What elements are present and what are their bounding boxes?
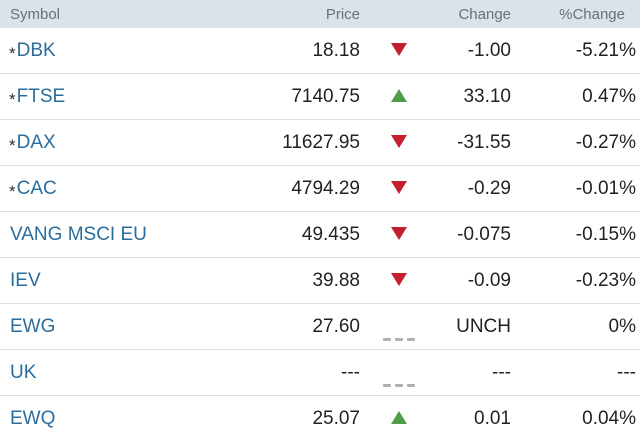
symbol-link[interactable]: IEV [10, 269, 41, 291]
pct-change-cell: -0.23% [575, 269, 636, 291]
symbol-link[interactable]: FTSE [16, 85, 66, 107]
price-cell: 4794.29 [291, 177, 360, 199]
symbol-link[interactable]: VANG MSCI EU [10, 223, 147, 245]
quote-table-body: *DBK 18.18 -1.00 -5.21% *FTSE 7140.75 33… [0, 28, 640, 442]
column-header-symbol: Symbol [10, 5, 61, 23]
dash [394, 383, 403, 387]
price-cell: 49.435 [301, 223, 360, 245]
direction-cell [365, 28, 432, 73]
price-cell: --- [341, 361, 360, 383]
triangle-shape [390, 134, 407, 148]
symbol-cell: *DBK [0, 40, 262, 62]
pct-change-cell: 0% [608, 315, 636, 337]
triangle-shape [390, 42, 407, 56]
direction-cell [365, 212, 432, 257]
pct-change-cell: -0.01% [575, 177, 636, 199]
table-row[interactable]: IEV 39.88 -0.09 -0.23% [0, 258, 640, 304]
price-cell: 25.07 [312, 408, 360, 429]
column-header-price: Price [325, 5, 360, 23]
price-cell: 18.18 [312, 39, 360, 61]
change-cell: -1.00 [467, 39, 511, 61]
table-row[interactable]: *CAC 4794.29 -0.29 -0.01% [0, 166, 640, 212]
up-triangle-icon [390, 86, 407, 108]
pct-change-cell: --- [617, 361, 636, 383]
direction-cell [365, 120, 432, 165]
table-row[interactable]: *DBK 18.18 -1.00 -5.21% [0, 28, 640, 74]
table-row[interactable]: *DAX 11627.95 -31.55 -0.27% [0, 120, 640, 166]
price-cell: 11627.95 [282, 131, 360, 153]
symbol-link[interactable]: UK [10, 361, 37, 383]
dash [382, 337, 391, 341]
symbol-cell: VANG MSCI EU [0, 224, 262, 246]
symbol-cell: *DAX [0, 132, 262, 154]
dash [406, 337, 415, 341]
price-cell: 7140.75 [291, 85, 360, 107]
dash [406, 383, 415, 387]
symbol-prefix: * [9, 43, 16, 62]
triangle-shape [390, 88, 407, 102]
unchanged-dashes-icon [381, 325, 417, 347]
change-cell: -0.075 [457, 223, 511, 245]
change-cell: -0.29 [467, 177, 511, 199]
symbol-prefix: * [9, 135, 16, 154]
direction-cell [365, 396, 432, 442]
symbol-cell: IEV [0, 270, 262, 292]
symbol-cell: *FTSE [0, 86, 262, 108]
triangle-shape [390, 272, 407, 286]
down-triangle-icon [390, 178, 407, 200]
direction-cell [365, 166, 432, 211]
dash [394, 337, 403, 341]
symbol-cell: *CAC [0, 178, 262, 200]
pct-change-cell: 0.47% [582, 85, 636, 107]
table-row[interactable]: EWG 27.60 UNCH 0% [0, 304, 640, 350]
table-row[interactable]: EWQ 25.07 0.01 0.04% [0, 396, 640, 442]
column-header-pct-change: %Change [559, 5, 625, 23]
change-cell: -31.55 [457, 131, 511, 153]
pct-change-cell: -0.15% [575, 223, 636, 245]
symbol-cell: EWG [0, 316, 262, 338]
pct-change-cell: 0.04% [582, 408, 636, 429]
change-cell: UNCH [456, 315, 511, 337]
up-triangle-icon [390, 408, 407, 430]
symbol-cell: UK [0, 362, 262, 384]
table-header-row: Symbol Price Change %Change [0, 0, 640, 28]
down-triangle-icon [390, 224, 407, 246]
triangle-shape [390, 226, 407, 240]
change-cell: -0.09 [467, 269, 511, 291]
down-triangle-icon [390, 40, 407, 62]
symbol-link[interactable]: EWQ [10, 408, 56, 429]
triangle-shape [390, 411, 407, 424]
symbol-prefix: * [9, 89, 16, 108]
pct-change-cell: -5.21% [575, 39, 636, 61]
table-row[interactable]: VANG MSCI EU 49.435 -0.075 -0.15% [0, 212, 640, 258]
change-cell: 0.01 [474, 408, 511, 429]
direction-cell [365, 74, 432, 119]
symbol-link[interactable]: DBK [16, 39, 56, 61]
symbol-link[interactable]: CAC [16, 177, 57, 199]
change-cell: 33.10 [463, 85, 511, 107]
pct-change-cell: -0.27% [575, 131, 636, 153]
price-cell: 39.88 [312, 269, 360, 291]
change-cell: --- [492, 361, 511, 383]
symbol-prefix: * [9, 181, 16, 200]
unchanged-dashes-icon [381, 371, 417, 393]
triangle-shape [390, 180, 407, 194]
direction-cell [365, 304, 432, 349]
down-triangle-icon [390, 270, 407, 292]
direction-cell [365, 350, 432, 395]
down-triangle-icon [390, 132, 407, 154]
table-row[interactable]: UK --- --- --- [0, 350, 640, 396]
symbol-link[interactable]: DAX [16, 131, 56, 153]
symbol-link[interactable]: EWG [10, 315, 56, 337]
symbol-cell: EWQ [0, 408, 262, 430]
column-header-change: Change [458, 5, 511, 23]
table-row[interactable]: *FTSE 7140.75 33.10 0.47% [0, 74, 640, 120]
dash [382, 383, 391, 387]
price-cell: 27.60 [312, 315, 360, 337]
direction-cell [365, 258, 432, 303]
